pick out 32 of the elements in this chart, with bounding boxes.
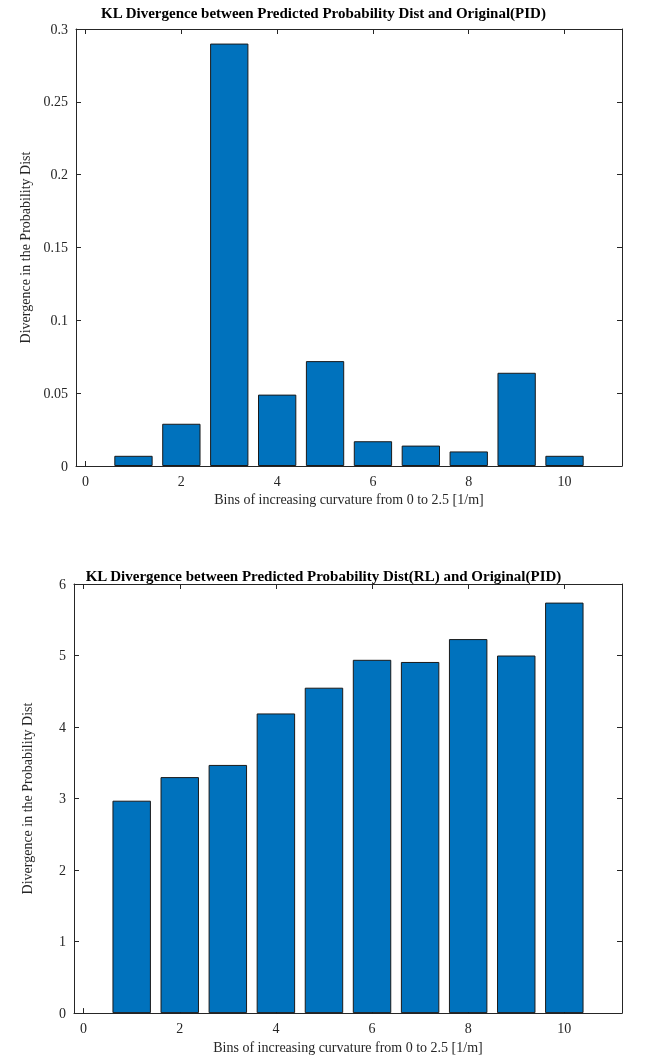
y-tick-label: 0.1 — [50, 312, 68, 328]
x-tick-label: 0 — [80, 1020, 88, 1036]
y-tick-label: 0.05 — [43, 385, 68, 401]
y-axis-title: Divergence in the Probability Dist — [18, 151, 34, 344]
y-tick-label: 3 — [59, 791, 66, 807]
y-tick-label: 2 — [59, 862, 66, 878]
chart-title: KL Divergence between Predicted Probability Dist and Original(PID) — [101, 4, 546, 22]
x-tick-label: 4 — [273, 473, 281, 489]
x-tick-label: 8 — [465, 473, 473, 489]
x-tick-label: 2 — [177, 473, 185, 489]
x-tick-label: 6 — [369, 473, 377, 489]
y-tick-label: 0 — [61, 458, 68, 474]
chart-title: KL Divergence between Predicted Probability Dist(RL) and Original(PID) — [85, 567, 562, 585]
x-tick-label: 0 — [82, 473, 90, 489]
y-tick-label: 6 — [59, 576, 66, 592]
x-tick-label: 6 — [368, 1020, 376, 1036]
y-tick-label: 0.2 — [50, 167, 68, 183]
y-tick-label: 0 — [59, 1005, 66, 1021]
x-axis-title: Bins of increasing curvature from 0 to 2.5 [1/m] — [213, 1039, 483, 1055]
x-tick-label: 10 — [557, 473, 572, 489]
x-tick-label: 2 — [176, 1020, 184, 1036]
y-tick-label: 1 — [59, 934, 66, 950]
x-tick-label: 4 — [272, 1020, 280, 1036]
x-axis-title: Bins of increasing curvature from 0 to 2.5 [1/m] — [214, 492, 484, 508]
y-axis-title: Divergence in the Probability Dist — [19, 702, 35, 895]
y-tick-label: 4 — [59, 719, 66, 735]
y-tick-label: 0.25 — [43, 94, 68, 110]
y-tick-label: 0.3 — [50, 21, 68, 37]
x-tick-label: 8 — [464, 1020, 472, 1036]
y-tick-label: 0.15 — [43, 240, 68, 255]
y-tick-label: 5 — [59, 648, 66, 664]
x-tick-label: 10 — [557, 1020, 572, 1036]
